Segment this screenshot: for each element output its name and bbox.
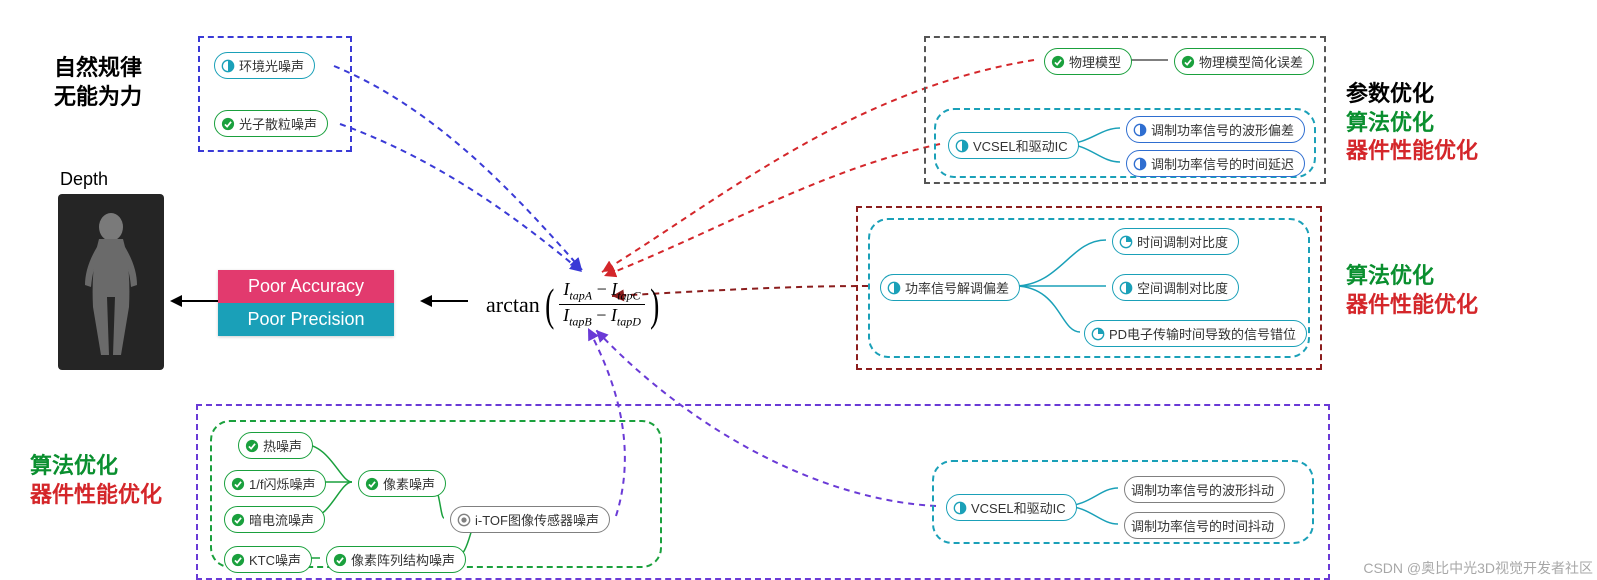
node-12: 1/f闪烁噪声	[224, 470, 326, 497]
node-7: 功率信号解调偏差	[880, 274, 1020, 301]
formula-fraction: ItapA − ItapC ItapB − ItapD	[559, 279, 645, 329]
metrics-box: Poor Accuracy Poor Precision	[218, 270, 394, 336]
paren-left: (	[545, 278, 554, 331]
node-17: i-TOF图像传感器噪声	[450, 506, 610, 533]
formula-func: arctan	[486, 292, 540, 318]
metric-accuracy: Poor Accuracy	[218, 270, 394, 303]
node-5: 调制功率信号的波形偏差	[1126, 116, 1305, 143]
node-18: VCSEL和驱动IC	[946, 494, 1077, 521]
side-label-1: 算法优化器件性能优化	[30, 452, 162, 509]
node-3: 物理模型简化误差	[1174, 48, 1314, 75]
node-11: 热噪声	[238, 432, 313, 459]
metric-precision: Poor Precision	[218, 303, 394, 336]
node-15: KTC噪声	[224, 546, 312, 573]
node-0: 环境光噪声	[214, 52, 315, 79]
node-14: 像素噪声	[358, 470, 446, 497]
arrow-line	[178, 300, 218, 302]
arctan-formula: arctan ( ItapA − ItapC ItapB − ItapD )	[486, 278, 662, 331]
node-2: 物理模型	[1044, 48, 1132, 75]
watermark: CSDN @奥比中光3D视觉开发者社区	[1363, 558, 1593, 578]
node-19: 调制功率信号的波形抖动	[1124, 476, 1285, 503]
depth-title: Depth	[60, 168, 108, 191]
arrow-line	[428, 300, 468, 302]
arrow-head	[170, 295, 182, 307]
node-1: 光子散粒噪声	[214, 110, 328, 137]
node-10: PD电子传输时间导致的信号错位	[1084, 320, 1307, 347]
node-6: 调制功率信号的时间延迟	[1126, 150, 1305, 177]
side-label-2: 参数优化算法优化器件性能优化	[1346, 80, 1478, 166]
node-8: 时间调制对比度	[1112, 228, 1239, 255]
depth-figure	[58, 194, 164, 370]
node-13: 暗电流噪声	[224, 506, 325, 533]
side-label-3: 算法优化器件性能优化	[1346, 262, 1478, 319]
node-9: 空间调制对比度	[1112, 274, 1239, 301]
paren-right: )	[650, 278, 659, 331]
node-4: VCSEL和驱动IC	[948, 132, 1079, 159]
person-silhouette	[71, 207, 151, 357]
node-20: 调制功率信号的时间抖动	[1124, 512, 1285, 539]
arrow-head	[420, 295, 432, 307]
side-label-0: 自然规律无能为力	[54, 54, 142, 111]
node-16: 像素阵列结构噪声	[326, 546, 466, 573]
